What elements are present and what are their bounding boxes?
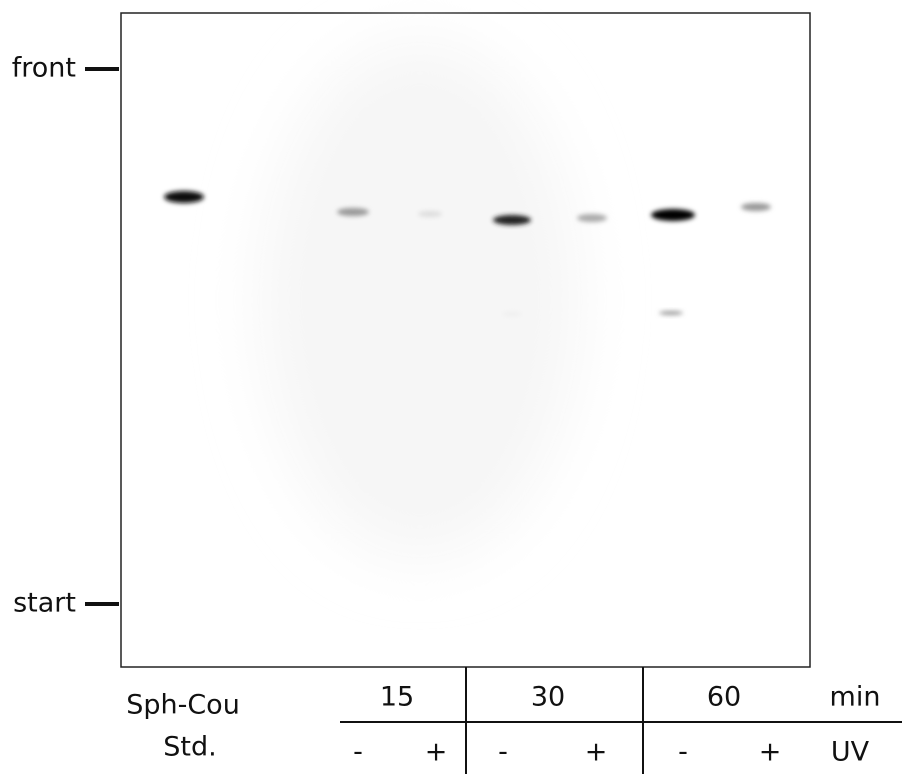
band: [493, 215, 531, 225]
uv-label: -: [353, 737, 363, 768]
front-label: front: [12, 53, 76, 84]
time-label: 30: [531, 682, 565, 713]
start-label: start: [13, 588, 76, 619]
band: [502, 312, 522, 316]
time-unit: min: [830, 682, 881, 713]
bands: [164, 191, 771, 316]
band: [337, 208, 369, 216]
uv-label: -: [678, 737, 688, 768]
band: [164, 191, 204, 203]
uv-label: +: [759, 737, 782, 768]
background-smear: [260, 40, 580, 560]
band: [741, 203, 771, 211]
standard-label: Sph-Cou: [126, 690, 240, 721]
uv-title: UV: [831, 737, 870, 768]
time-label: 60: [707, 682, 741, 713]
band: [418, 211, 442, 217]
uv-label: -: [498, 737, 508, 768]
time-label: 15: [380, 682, 414, 713]
band: [659, 311, 683, 315]
uv-label: +: [425, 737, 448, 768]
standard-note: Std.: [163, 732, 216, 763]
band: [577, 214, 607, 222]
band: [651, 209, 695, 221]
uv-label: +: [585, 737, 608, 768]
